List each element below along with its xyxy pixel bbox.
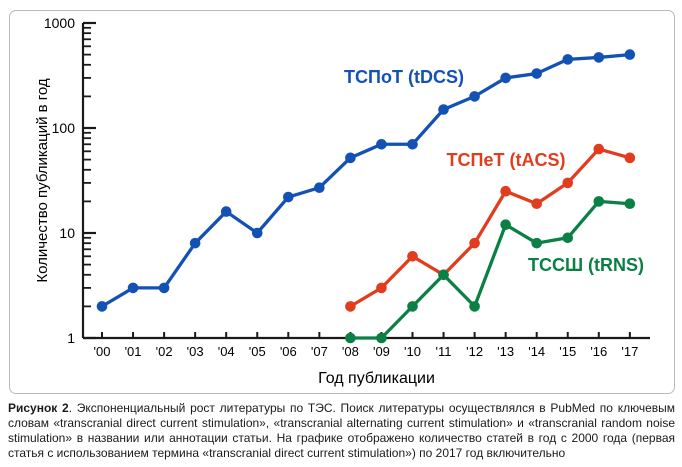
x-tick-label: '15	[559, 344, 576, 359]
data-point-tdcs	[345, 152, 356, 164]
series-tacs: ТСПеТ (tACS)	[345, 143, 636, 312]
x-tick-label: '12	[466, 344, 483, 359]
data-point-trns	[500, 219, 511, 230]
x-tick-label: '17	[621, 344, 638, 359]
x-axis-title: Год публикации	[318, 370, 435, 387]
x-tick-label: '00	[94, 344, 111, 359]
data-point-tdcs	[593, 52, 605, 63]
series-label-tacs: ТСПеТ (tACS)	[447, 150, 566, 170]
series-label-trns: ТССШ (tRNS)	[528, 255, 644, 275]
data-point-tacs	[624, 152, 636, 164]
x-tick-label: '06	[280, 344, 297, 359]
data-point-tdcs	[251, 227, 263, 239]
figure-caption-label: Рисунок 2	[8, 401, 69, 415]
data-point-tdcs	[220, 206, 232, 217]
data-point-tdcs	[376, 138, 387, 150]
y-axis-title: Количество публикаций в год	[34, 78, 51, 283]
data-point-tdcs	[96, 301, 108, 312]
x-tick-label: '11	[436, 344, 452, 359]
y-tick-label: 10	[59, 225, 75, 241]
x-axis: '00 '01 '02 '03 '04 '05 '06 '07 '08 '09 '10 '11 '12 '…	[83, 332, 650, 359]
x-tick-label: '09	[373, 344, 390, 359]
data-point-trns	[345, 332, 356, 344]
data-point-tacs	[531, 198, 542, 210]
y-axis: 1 10 100 1000	[44, 15, 96, 346]
data-point-tacs	[345, 301, 356, 312]
series-tdcs: ТСПоТ (tDCS)	[96, 49, 636, 312]
chart-svg: 1 10 100 1000 '00 '01 '02 '03 '04 '05 '06 '07 '08 '09…	[34, 15, 650, 387]
y-tick-label: 1	[67, 330, 75, 346]
data-point-tdcs	[314, 182, 325, 194]
data-point-tacs	[500, 185, 511, 197]
x-tick-label: '16	[590, 344, 607, 359]
x-tick-label: '07	[311, 344, 328, 359]
data-point-trns	[376, 332, 387, 344]
figure-caption-text: . Экспоненциальный рост литературы по ТЭ…	[8, 401, 675, 460]
data-point-tacs	[469, 237, 480, 249]
data-point-tdcs	[189, 237, 201, 249]
data-point-trns	[469, 301, 480, 312]
x-tick-label: '14	[528, 344, 545, 359]
data-point-tacs	[407, 250, 418, 262]
x-tick-label: '03	[187, 344, 204, 359]
data-point-tdcs	[562, 54, 574, 65]
data-point-tacs	[593, 143, 605, 155]
x-tick-label: '01	[125, 344, 142, 359]
x-tick-label: '08	[342, 344, 359, 359]
figure-panel: 1 10 100 1000 '00 '01 '02 '03 '04 '05 '06 '07 '08 '09…	[9, 10, 675, 394]
x-tick-label: '10	[404, 344, 421, 359]
x-tick-label: '02	[156, 344, 173, 359]
data-point-trns	[438, 269, 449, 281]
data-point-trns	[531, 237, 542, 249]
data-point-trns	[562, 232, 574, 244]
data-point-tdcs	[624, 49, 636, 60]
data-point-tacs	[376, 282, 387, 294]
data-point-tdcs	[127, 282, 139, 294]
figure-caption: Рисунок 2. Экспоненциальный рост литерат…	[8, 401, 675, 461]
data-point-trns	[624, 198, 636, 210]
x-tick-label: '05	[249, 344, 266, 359]
data-point-tdcs	[158, 282, 170, 294]
series-line-tdcs	[100, 52, 632, 309]
data-point-tdcs	[438, 104, 449, 115]
y-tick-label: 1000	[44, 15, 75, 31]
y-tick-label: 100	[52, 120, 76, 136]
series-trns: ТССШ (tRNS)	[345, 196, 644, 344]
data-point-tdcs	[531, 68, 542, 79]
data-point-tdcs	[469, 91, 480, 102]
series-label-tdcs: ТСПоТ (tDCS)	[344, 67, 464, 87]
series-line-trns	[348, 199, 632, 340]
data-point-tacs	[562, 177, 574, 189]
data-point-tdcs	[283, 191, 294, 203]
data-point-tdcs	[407, 138, 418, 150]
data-point-tdcs	[500, 72, 511, 84]
series-line-tacs	[348, 147, 632, 309]
x-tick-label: '13	[497, 344, 514, 359]
data-point-trns	[407, 301, 418, 312]
data-point-trns	[593, 196, 605, 207]
x-tick-label: '04	[218, 344, 235, 359]
